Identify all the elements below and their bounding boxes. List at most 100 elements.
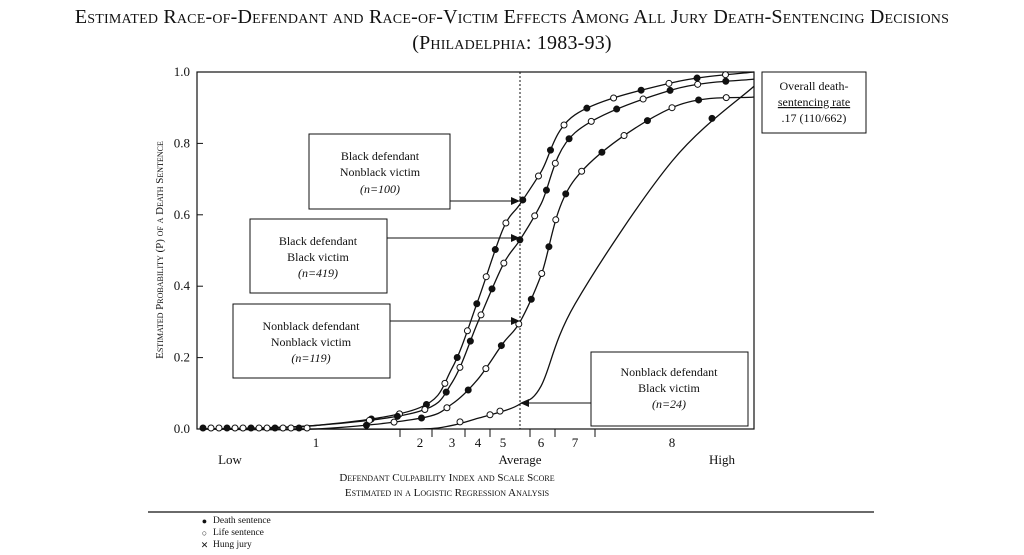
data-point-s1-11 [466,337,474,345]
data-point-s3-1 [456,418,464,426]
legend-item-life: ○ Life sentence [200,527,271,539]
data-point-s1-6 [365,416,373,424]
baseline-point-12 [295,424,303,432]
overall-rate-annotation: Overall death- sentencing rate .17 (110/… [761,71,867,134]
data-point-s1-8 [421,406,429,414]
x-axis-label-line2: Estimated in a Logistic Regression Analy… [345,487,549,499]
y-tick-label-0: 0.0 [174,421,190,436]
data-point-s2-7 [390,418,398,426]
annotation-box-bd-bv [249,218,388,294]
data-point-s0-15 [502,219,510,227]
data-point-s2-12 [497,342,505,350]
series-points [199,71,730,432]
cross-icon: ✕ [200,540,209,550]
data-point-s1-7 [393,412,401,420]
annotation-bd-bv-line1: Black defendant [279,234,358,248]
baseline-point-10 [279,424,287,432]
arrowhead-nbd-nbv [511,317,520,325]
data-point-s2-8 [418,414,426,422]
data-point-s2-25 [722,94,730,102]
data-point-s0-16 [519,196,527,204]
data-point-s0-13 [482,273,490,281]
data-point-s0-19 [560,121,568,129]
data-point-s2-23 [668,104,676,112]
annotation-nbd-bv-line3: (n=24) [652,397,686,411]
data-point-s2-24 [695,96,703,104]
y-tick-label-2: 0.4 [174,278,191,293]
annotation-bd-bv: Black defendant Black victim (n=419) [249,218,520,294]
annotation-nbd-nbv: Nonblack defendant Nonblack victim (n=11… [232,303,520,379]
x-ticks: 1 2 3 4 5 6 7 8 [313,429,676,450]
overall-rate-line1: Overall death- [780,79,849,93]
open-circle-icon: ○ [201,528,208,538]
x-tick-label-6: 7 [572,435,579,450]
data-point-s0-10 [453,354,461,362]
data-point-s0-14 [491,246,499,254]
legend-label-life: Life sentence [213,528,264,538]
data-point-s2-21 [620,132,628,140]
legend: ● Death sentence ○ Life sentence ✕ Hung jur… [200,515,271,551]
y-axis-label: Estimated Probability (P) of a Death Sen… [154,141,166,359]
data-point-s1-18 [551,159,559,167]
baseline-point-5 [239,424,247,432]
overall-rate-line3: .17 (110/662) [782,111,847,125]
data-point-s2-11 [482,365,490,373]
data-point-s1-22 [639,95,647,103]
arrowhead-bd-nbv [511,197,520,205]
annotation-bd-bv-line2: Black victim [287,250,349,264]
data-point-s1-25 [722,77,730,85]
data-point-s1-12 [477,311,485,319]
y-tick-label-5: 1.0 [174,64,190,79]
data-point-s0-12 [473,300,481,308]
data-point-s2-22 [643,117,651,125]
data-point-s2-17 [552,216,560,224]
data-point-s1-20 [587,117,595,125]
annotation-nbd-bv-line2: Black victim [638,381,700,395]
baseline-point-8 [263,424,271,432]
x-axis-label-line1: Defendant Culpability Index and Scale Sc… [339,472,554,484]
overall-rate-box [761,71,867,134]
data-point-s2-20 [598,148,606,156]
data-point-s0-24 [693,74,701,82]
data-point-s0-11 [463,327,471,335]
data-point-s0-17 [534,172,542,180]
chart-subtitle: (Philadelphia: 1983-93) [412,32,612,54]
data-point-s1-14 [500,259,508,267]
data-point-s2-19 [578,167,586,175]
data-point-s0-21 [610,94,618,102]
series-line-3 [199,85,755,430]
y-tick-label-3: 0.6 [174,207,191,222]
data-point-s2-16 [545,243,553,251]
data-point-s0-23 [665,79,673,87]
annotation-bd-nbv-line2: Nonblack victim [340,165,421,179]
data-point-s2-18 [562,190,570,198]
data-point-s3-2 [486,411,494,419]
data-point-s1-24 [694,80,702,88]
x-tick-label-5: 6 [538,435,545,450]
data-point-s1-21 [613,105,621,113]
baseline-point-1 [207,424,215,432]
data-point-s1-19 [565,135,573,143]
legend-item-hung: ✕ Hung jury [200,539,271,551]
baseline-point-3 [223,424,231,432]
x-tick-label-0: 1 [313,435,320,450]
annotation-nbd-nbv-line3: (n=119) [291,351,330,365]
data-point-s2-9 [443,404,451,412]
overall-rate-line2: sentencing rate [778,95,850,109]
x-tick-label-1: 2 [417,435,424,450]
baseline-point-4 [231,424,239,432]
data-point-s0-18 [546,146,554,154]
arrowhead-bd-bv [511,234,520,242]
arrowhead-nbd-bv [520,399,529,407]
x-tick-label-7: 8 [669,435,676,450]
x-tick-label-2: 3 [449,435,456,450]
x-label-high: High [709,452,736,467]
data-point-s2-14 [527,295,535,303]
data-point-s1-10 [456,363,464,371]
annotation-bd-nbv-line3: (n=100) [360,182,400,196]
annotation-nbd-nbv-line1: Nonblack defendant [263,319,361,333]
chart-title: Estimated Race-of-Defendant and Race-of-… [74,6,950,28]
data-point-s2-10 [464,386,472,394]
baseline-point-9 [271,424,279,432]
